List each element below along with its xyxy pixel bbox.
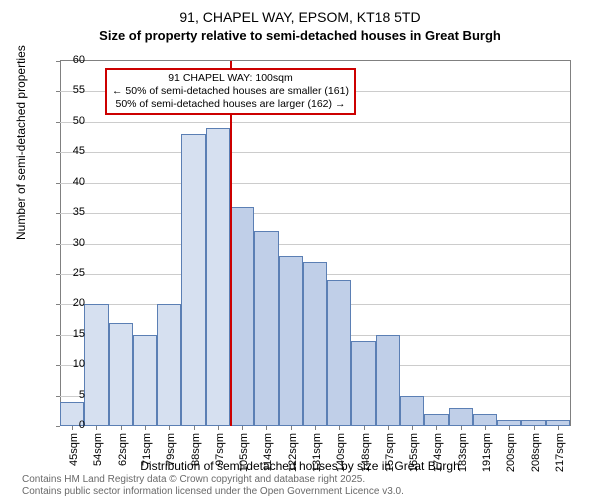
x-tick-label: 148sqm	[360, 433, 372, 472]
y-tick-label: 30	[55, 237, 85, 249]
x-tick-label: 79sqm	[165, 433, 177, 466]
x-tick	[364, 426, 365, 430]
x-tick	[121, 426, 122, 430]
histogram-bar	[449, 408, 473, 426]
x-tick-label: 140sqm	[335, 433, 347, 472]
x-tick-label: 217sqm	[554, 433, 566, 472]
x-tick	[412, 426, 413, 430]
x-tick-label: 105sqm	[238, 433, 250, 472]
x-tick	[218, 426, 219, 430]
y-tick-label: 35	[55, 206, 85, 218]
x-tick-label: 174sqm	[432, 433, 444, 472]
x-tick	[558, 426, 559, 430]
histogram-bar	[279, 256, 303, 426]
x-tick	[145, 426, 146, 430]
y-tick-label: 60	[55, 54, 85, 66]
histogram-bar	[181, 134, 205, 426]
y-tick-label: 55	[55, 84, 85, 96]
annotation-line3: 50% of semi-detached houses are larger (…	[112, 98, 349, 111]
x-tick-label: 191sqm	[481, 433, 493, 472]
chart-title: 91, CHAPEL WAY, EPSOM, KT18 5TD	[0, 0, 600, 26]
x-tick	[242, 426, 243, 430]
chart-subtitle: Size of property relative to semi-detach…	[0, 26, 600, 43]
annotation-box: 91 CHAPEL WAY: 100sqm← 50% of semi-detac…	[105, 68, 356, 115]
x-tick-label: 165sqm	[408, 433, 420, 472]
x-tick	[169, 426, 170, 430]
x-tick-label: 122sqm	[287, 433, 299, 472]
x-tick-label: 45sqm	[68, 433, 80, 466]
histogram-bar	[230, 207, 254, 426]
attribution-line1: Contains HM Land Registry data © Crown c…	[22, 474, 404, 486]
grid-line	[60, 152, 570, 153]
histogram-bar	[84, 304, 108, 426]
histogram-bar	[424, 414, 448, 426]
attribution: Contains HM Land Registry data © Crown c…	[22, 474, 404, 498]
x-tick	[96, 426, 97, 430]
x-tick	[509, 426, 510, 430]
histogram-bar	[109, 323, 133, 426]
y-tick-label: 15	[55, 328, 85, 340]
y-tick-label: 45	[55, 145, 85, 157]
x-tick	[436, 426, 437, 430]
histogram-bar	[254, 231, 278, 426]
x-tick	[485, 426, 486, 430]
marker-line	[230, 61, 232, 426]
x-tick	[339, 426, 340, 430]
y-tick-label: 40	[55, 176, 85, 188]
histogram-bar	[133, 335, 157, 426]
grid-line	[60, 183, 570, 184]
x-tick-label: 97sqm	[214, 433, 226, 466]
attribution-line2: Contains public sector information licen…	[22, 486, 404, 498]
x-tick-label: 208sqm	[530, 433, 542, 472]
x-tick	[388, 426, 389, 430]
x-tick-label: 131sqm	[311, 433, 323, 472]
y-tick-label: 25	[55, 267, 85, 279]
y-tick-label: 0	[55, 419, 85, 431]
x-tick-label: 114sqm	[262, 433, 274, 471]
x-tick-label: 88sqm	[190, 433, 202, 466]
x-tick	[534, 426, 535, 430]
x-tick	[266, 426, 267, 430]
x-tick	[315, 426, 316, 430]
histogram-bar	[400, 396, 424, 426]
y-tick-label: 50	[55, 115, 85, 127]
x-tick-label: 71sqm	[141, 433, 153, 466]
x-tick-label: 183sqm	[457, 433, 469, 472]
x-tick-label: 62sqm	[117, 433, 129, 466]
grid-line	[60, 213, 570, 214]
y-axis-label: Number of semi-detached properties	[14, 45, 28, 240]
histogram-bar	[206, 128, 230, 426]
x-tick-label: 157sqm	[384, 433, 396, 472]
histogram-bar	[327, 280, 351, 426]
y-tick-label: 5	[55, 389, 85, 401]
histogram-bar	[157, 304, 181, 426]
x-tick	[194, 426, 195, 430]
annotation-line2: ← 50% of semi-detached houses are smalle…	[112, 85, 349, 98]
histogram-bar	[473, 414, 497, 426]
grid-line	[60, 244, 570, 245]
histogram-bar	[351, 341, 375, 426]
y-tick-label: 10	[55, 358, 85, 370]
chart-container: 91, CHAPEL WAY, EPSOM, KT18 5TD Size of …	[0, 0, 600, 500]
y-tick-label: 20	[55, 297, 85, 309]
x-tick-label: 54sqm	[92, 433, 104, 466]
histogram-bar	[376, 335, 400, 426]
x-tick	[291, 426, 292, 430]
x-tick	[461, 426, 462, 430]
histogram-bar	[303, 262, 327, 426]
annotation-line1: 91 CHAPEL WAY: 100sqm	[112, 72, 349, 85]
grid-line	[60, 122, 570, 123]
x-tick-label: 200sqm	[505, 433, 517, 472]
